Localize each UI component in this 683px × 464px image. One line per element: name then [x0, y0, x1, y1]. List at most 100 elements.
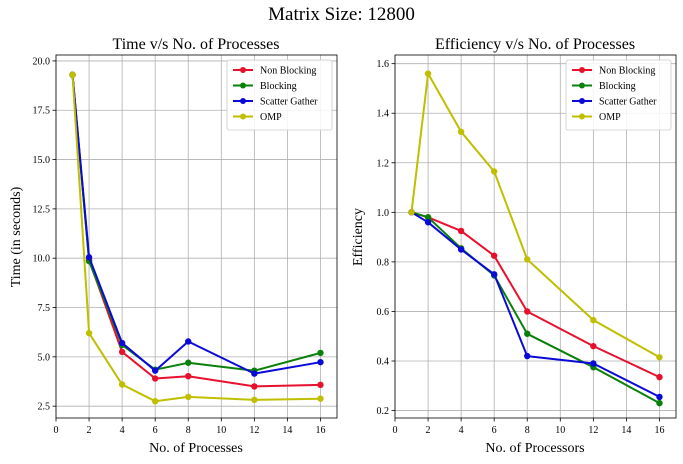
time-y-tick-label: 2.5 [38, 402, 51, 413]
efficiency-point-blocking [524, 330, 531, 337]
efficiency-point-non-blocking [656, 373, 663, 381]
efficiency-point-scatter-gather [590, 360, 597, 367]
efficiency-y-tick-label: 0.4 [377, 357, 390, 368]
efficiency-legend-marker-blocking [579, 82, 585, 89]
efficiency-point-omp [590, 316, 597, 324]
time-point-omp [151, 398, 159, 405]
efficiency-point-scatter-gather [656, 393, 663, 401]
time-x-tick-label: 2 [87, 425, 92, 436]
efficiency-point-scatter-gather [524, 352, 531, 360]
efficiency-point-omp [656, 354, 663, 361]
time-legend-marker-omp [240, 113, 246, 120]
time-point-blocking [317, 349, 324, 357]
efficiency-legend-label-blocking: Blocking [599, 81, 636, 92]
time-chart-xlabel: No. of Processes [149, 441, 243, 456]
efficiency-y-tick-label: 1.4 [377, 109, 390, 120]
efficiency-legend-label-non-blocking: Non Blocking [599, 66, 655, 77]
efficiency-x-tick-label: 0 [393, 425, 398, 436]
time-legend-marker-scatter-gather [240, 98, 246, 104]
efficiency-point-blocking [656, 399, 663, 407]
efficiency-legend-marker-non-blocking [579, 67, 585, 73]
efficiency-y-tick-label: 0.8 [377, 257, 390, 268]
efficiency-y-tick-label: 1.6 [377, 59, 390, 70]
time-point-non-blocking [185, 372, 192, 380]
time-plot-frame [55, 54, 338, 419]
time-point-omp [118, 381, 126, 388]
time-point-scatter-gather [151, 367, 159, 374]
figure-title: Matrix Size: 12800 [268, 4, 415, 25]
efficiency-x-tick-label: 10 [555, 425, 565, 436]
efficiency-legend-marker-scatter-gather [579, 98, 585, 104]
time-x-tick-label: 12 [249, 425, 259, 436]
time-point-non-blocking [118, 348, 126, 356]
time-legend-box [226, 59, 333, 131]
efficiency-chart-xlabel: No. of Processors [485, 441, 584, 456]
time-point-omp [317, 395, 324, 402]
efficiency-point-scatter-gather [490, 271, 498, 278]
time-x-tick-label: 8 [186, 425, 191, 436]
time-legend-label-non-blocking: Non Blocking [260, 66, 316, 77]
efficiency-point-omp [457, 128, 465, 136]
efficiency-chart: Efficiency v/s No. of Processes No. of P… [351, 36, 677, 456]
efficiency-series-line-scatter-gather [410, 211, 660, 398]
time-point-omp [185, 393, 192, 401]
efficiency-plot-frame [394, 54, 677, 419]
efficiency-x-tick-label: 14 [621, 425, 631, 436]
time-y-tick-label: 20.0 [33, 56, 51, 67]
efficiency-point-omp [424, 70, 432, 77]
time-y-tick-label: 7.5 [38, 303, 51, 314]
efficiency-chart-title: Efficiency v/s No. of Processes [435, 36, 635, 53]
time-series-omp [69, 71, 324, 405]
efficiency-y-tick-label: 1.0 [377, 208, 390, 219]
efficiency-legend-label-omp: OMP [599, 112, 621, 123]
time-y-tick-label: 10.0 [33, 254, 51, 265]
efficiency-y-tick-label: 1.2 [377, 158, 390, 169]
efficiency-point-non-blocking [490, 252, 498, 259]
time-point-scatter-gather [251, 370, 258, 377]
time-point-omp [85, 329, 93, 337]
time-legend-label-blocking: Blocking [260, 81, 297, 92]
time-chart-ylabel: Time (in seconds) [9, 186, 24, 287]
efficiency-legend-box [565, 59, 672, 131]
time-chart: Time v/s No. of Processes No. of Process… [9, 36, 338, 456]
efficiency-point-omp [490, 168, 498, 175]
time-legend-label-omp: OMP [260, 112, 282, 123]
efficiency-x-tick-label: 4 [459, 425, 464, 436]
time-legend-marker-blocking [240, 82, 246, 89]
time-x-tick-label: 14 [282, 425, 292, 436]
efficiency-series-line-blocking [411, 211, 660, 404]
time-point-non-blocking [151, 375, 159, 382]
time-y-tick-label: 15.0 [33, 155, 51, 166]
efficiency-legend-marker-omp [579, 113, 585, 120]
efficiency-chart-ylabel: Efficiency [351, 208, 366, 266]
time-point-non-blocking [317, 381, 324, 389]
efficiency-point-omp [524, 256, 531, 263]
efficiency-y-tick-label: 0.2 [377, 406, 390, 417]
efficiency-x-tick-label: 2 [426, 425, 431, 436]
efficiency-point-scatter-gather [457, 246, 465, 253]
time-point-scatter-gather [85, 254, 93, 261]
efficiency-y-tick-label: 0.6 [377, 307, 390, 318]
time-legend-marker-non-blocking [240, 67, 246, 73]
time-x-tick-label: 10 [216, 425, 226, 436]
efficiency-x-tick-label: 12 [588, 425, 598, 436]
efficiency-point-non-blocking [590, 342, 597, 350]
time-point-blocking [185, 359, 192, 366]
efficiency-point-non-blocking [524, 308, 531, 315]
time-y-tick-label: 17.5 [33, 106, 51, 117]
time-point-omp [69, 71, 76, 78]
efficiency-point-blocking [424, 214, 432, 221]
efficiency-point-non-blocking [457, 227, 465, 235]
efficiency-legend: Non Blocking Blocking Scatter Gather OMP [565, 59, 672, 131]
efficiency-point-scatter-gather [424, 219, 432, 226]
efficiency-series-scatter-gather [408, 209, 663, 401]
time-y-tick-label: 5.0 [38, 352, 51, 363]
time-y-tick-label: 12.5 [33, 204, 51, 215]
time-point-omp [251, 396, 258, 404]
efficiency-x-tick-label: 16 [654, 425, 664, 436]
time-point-scatter-gather [317, 358, 324, 366]
efficiency-x-tick-label: 6 [492, 425, 497, 436]
time-chart-title: Time v/s No. of Processes [113, 36, 280, 53]
efficiency-x-tick-label: 8 [525, 425, 530, 436]
